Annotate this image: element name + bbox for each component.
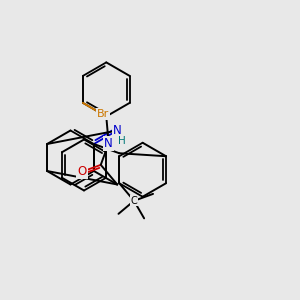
Text: H: H <box>118 136 126 146</box>
Text: N: N <box>104 137 113 150</box>
Text: Br: Br <box>97 110 109 119</box>
Text: N: N <box>113 124 122 137</box>
Text: O: O <box>77 165 86 178</box>
Text: C: C <box>130 196 137 206</box>
